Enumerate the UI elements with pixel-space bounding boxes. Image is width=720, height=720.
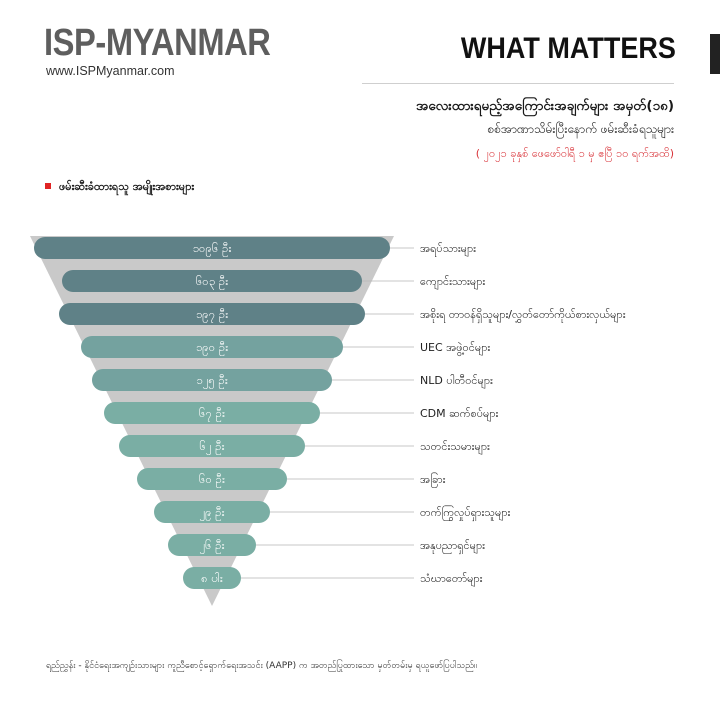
category-label: CDM ဆက်စပ်များ bbox=[420, 407, 499, 422]
bar-value-label: ၁၀၉၆ ဦး bbox=[193, 241, 232, 257]
funnel-bar bbox=[119, 435, 305, 457]
category-label: သံဃာတော်များ bbox=[420, 572, 483, 587]
funnel-bar bbox=[62, 270, 362, 292]
legend: ဖမ်းဆီးခံထားရသူ အမျိုးအစားများ bbox=[45, 180, 194, 196]
funnel-bar bbox=[168, 534, 256, 556]
funnel-bar bbox=[34, 237, 390, 259]
chart-subtitle: စစ်အာဏာသိမ်းပြီးနောက် ဖမ်းဆီးခံရသူများ bbox=[487, 122, 675, 136]
chart-date-range: ( ၂၀၂၁ ခုနှစ် ဖေဖော်ဝါရီ ၁ မှ ဧပြီ ၁၀ ရက… bbox=[475, 147, 674, 160]
bar-value-label: ၁၉၇ ဦး bbox=[196, 307, 228, 323]
source-note: ရည်ညွှန်း - နိုင်ငံရေးအကျဉ်းသားများ ကူညီ… bbox=[46, 661, 477, 671]
category-label: တက်ကြွလှုပ်ရှားသူများ bbox=[420, 505, 510, 521]
category-label: သတင်းသမားများ bbox=[420, 440, 490, 455]
website-link[interactable]: www.ISPMyanmar.com bbox=[46, 64, 175, 78]
bar-value-label: ၆၀ ဦး bbox=[199, 472, 225, 488]
bar-value-label: ၁၉၀ ဦး bbox=[196, 340, 228, 356]
category-label: အခြား bbox=[420, 472, 446, 488]
brand-logo: ISP-MYANMAR bbox=[44, 22, 271, 64]
section-accent-bar bbox=[710, 34, 720, 74]
funnel-bar bbox=[104, 402, 320, 424]
category-label: အနုပညာရှင်များ bbox=[420, 539, 485, 554]
category-label: အစိုးရ တာဝန်ရှိသူများ/လွှတ်တော်ကိုယ်စားလ… bbox=[420, 308, 626, 323]
category-label: NLD ပါတီဝင်များ bbox=[420, 374, 493, 389]
funnel-bar bbox=[183, 567, 241, 589]
bar-value-label: ၂၆ ဦး bbox=[199, 538, 224, 554]
funnel-bar bbox=[154, 501, 270, 523]
bar-value-label: ၁၂၅ ဦး bbox=[196, 373, 228, 389]
funnel-bar bbox=[81, 336, 343, 358]
bar-value-label: ၂၉ ဦး bbox=[199, 505, 224, 521]
funnel-bar bbox=[137, 468, 287, 490]
bar-value-label: ၆၂ ဦး bbox=[199, 439, 224, 455]
legend-square-icon bbox=[45, 183, 51, 189]
bar-value-label: ၆၀၃ ဦး bbox=[196, 274, 228, 290]
bar-value-label: ၈ ပါး bbox=[201, 571, 223, 585]
chart-title: အလေးထားရမည့်အကြောင်းအချက်များ အမှတ်(၁၈) bbox=[415, 98, 674, 114]
category-label: အရပ်သားများ bbox=[420, 242, 476, 257]
bar-value-label: ၆၇ ဦး bbox=[199, 406, 225, 422]
section-title: WHAT MATTERS bbox=[461, 32, 676, 65]
category-label: UEC အဖွဲ့ဝင်များ bbox=[420, 341, 490, 356]
legend-label: ဖမ်းဆီးခံထားရသူ အမျိုးအစားများ bbox=[59, 180, 195, 193]
funnel-bar bbox=[59, 303, 365, 325]
funnel-bar bbox=[92, 369, 332, 391]
header-divider bbox=[362, 83, 674, 84]
category-label: ကျောင်းသားများ bbox=[420, 275, 485, 290]
